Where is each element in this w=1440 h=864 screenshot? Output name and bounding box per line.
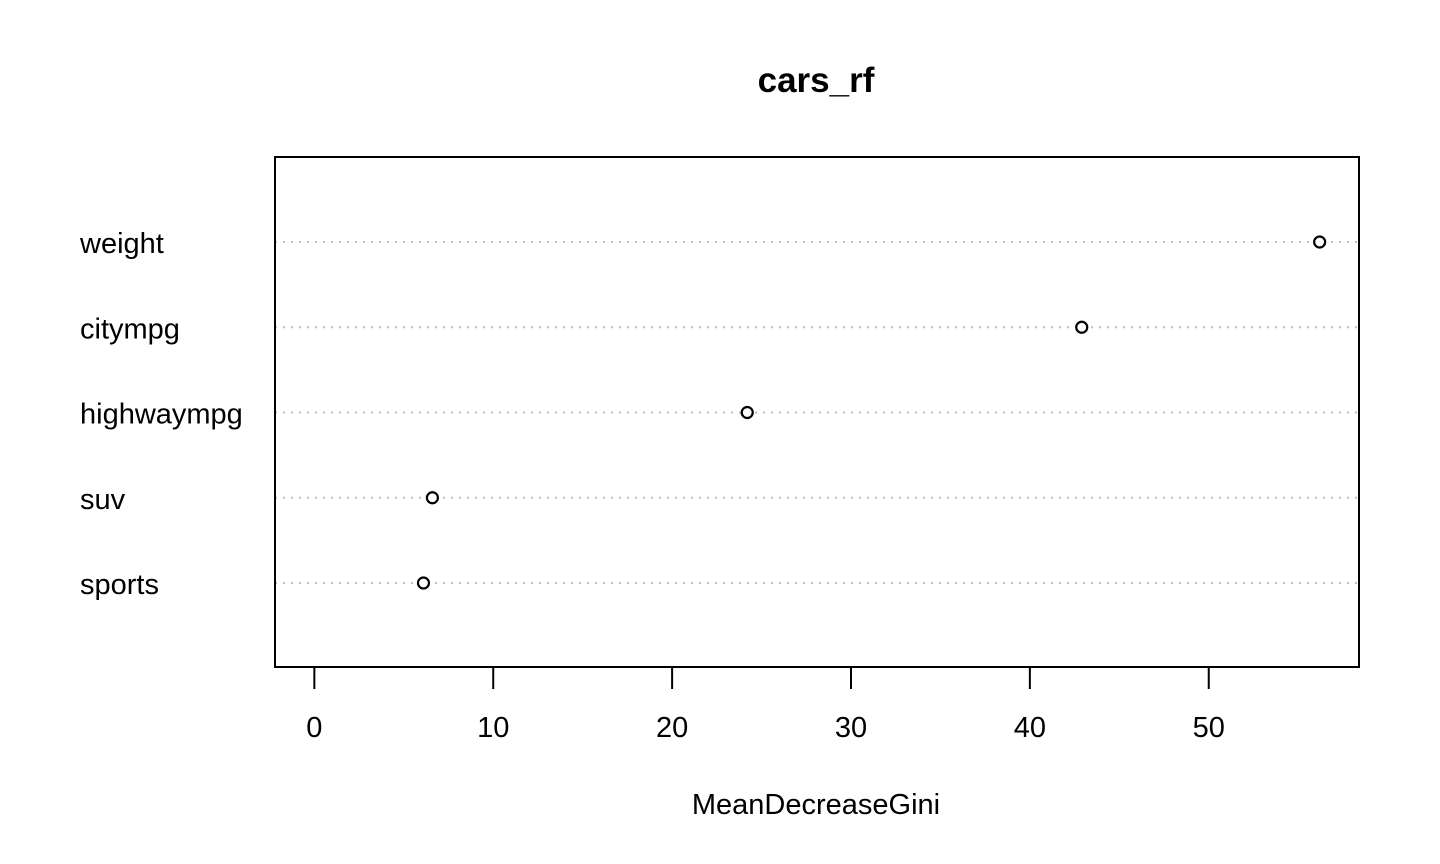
category-label-weight: weight: [79, 228, 164, 260]
x-tick-label-50: 50: [1193, 712, 1225, 744]
point-citympg: [1075, 320, 1089, 334]
category-label-sports: sports: [80, 569, 159, 601]
x-axis: 0 10 20 30 40 50: [306, 666, 1225, 744]
point-sports: [416, 576, 431, 590]
gridlines: [275, 241, 1359, 584]
category-label-citympg: citympg: [80, 313, 180, 345]
chart-title: cars_rf: [758, 61, 875, 100]
x-tick-label-20: 20: [656, 712, 688, 744]
point-suv: [425, 491, 440, 505]
point-highwaympg: [740, 405, 754, 420]
x-axis-label: MeanDecreaseGini: [692, 789, 940, 821]
category-label-suv: suv: [80, 484, 126, 516]
x-tick-label-30: 30: [835, 712, 867, 744]
x-tick-label-0: 0: [306, 712, 322, 744]
data-points: [416, 235, 1327, 590]
category-label-highwaympg: highwaympg: [80, 399, 243, 431]
point-weight: [1313, 235, 1327, 249]
x-tick-label-40: 40: [1014, 712, 1046, 744]
x-tick-label-10: 10: [477, 712, 509, 744]
category-labels: weight citympg highwaympg suv sports: [79, 228, 243, 601]
